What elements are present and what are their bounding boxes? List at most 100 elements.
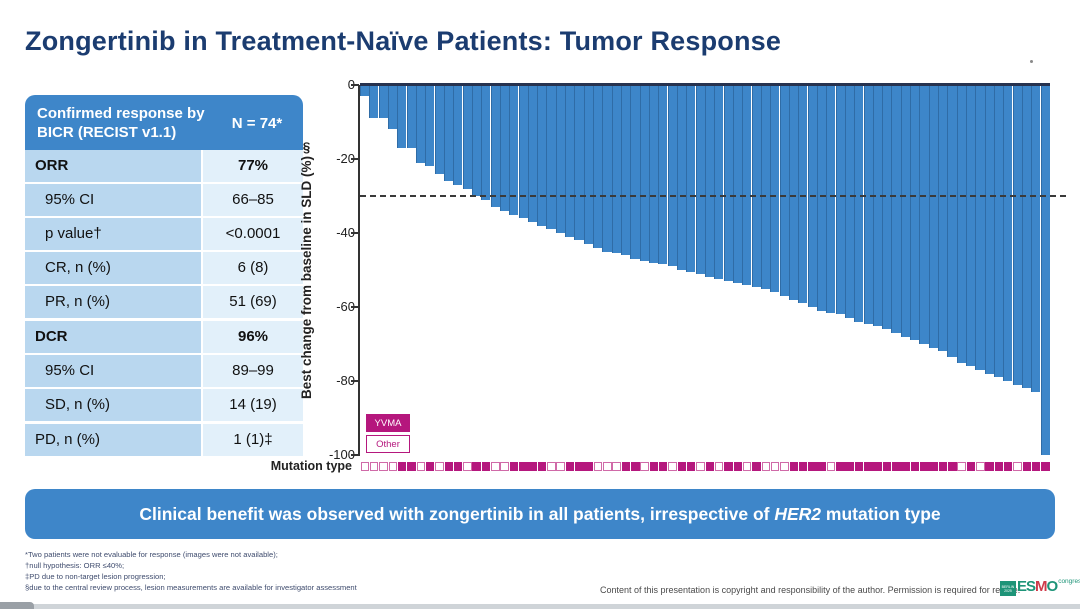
mutation-square-yvma [444,462,454,471]
table-row-label: PD, n (%) [25,424,201,456]
table-row-value: 14 (19) [201,389,303,421]
y-tick-label: -20 [336,151,355,166]
waterfall-bar [984,85,994,374]
waterfall-bar [602,85,612,252]
esmo-letters-es: ES [1017,578,1036,595]
waterfall-bar [462,85,472,189]
y-tick-mark [351,306,359,308]
waterfall-bar [611,85,621,254]
chart-legend: YVMA Other [366,411,410,453]
mutation-square-other [696,462,705,471]
table-row-value: 89–99 [201,355,303,387]
waterfall-bar [863,85,873,324]
y-axis-label-wrap: Best change from baseline in SLD (%)§ [296,85,316,455]
waterfall-bar [975,85,985,370]
waterfall-bar [760,85,771,289]
esmo-congress-logo: BERLIN 2025 ESMO congress [1000,578,1080,596]
mutation-square-other [957,462,966,471]
mutation-square-other [388,462,398,471]
table-row-value: <0.0001 [201,218,303,250]
table-row-value: 51 (69) [201,286,303,318]
waterfall-bar [732,85,743,283]
table-row-value: 77% [201,150,303,182]
waterfall-bar [649,85,659,263]
esmo-wordmark: ESMO [1017,578,1059,595]
waterfall-bar [415,85,426,163]
table-row-label: DCR [25,321,201,353]
mutation-square-yvma [621,462,631,471]
mutation-square-other [1013,462,1022,471]
footnotes: *Two patients were not evaluable for res… [25,549,357,593]
waterfall-bar [844,85,854,319]
esmo-badge: BERLIN 2025 [1000,581,1016,596]
mutation-square-yvma [649,462,659,471]
y-tick-label: -100 [328,447,355,462]
page-title: Zongertinib in Treatment-Naïve Patients:… [25,26,782,56]
mutation-square-yvma [472,462,481,471]
mutation-square-other [603,462,612,471]
mutation-type-label: Mutation type [270,459,352,473]
mutation-square-yvma [509,462,519,471]
waterfall-bar [938,85,948,352]
mutation-square-yvma [901,462,910,471]
mutation-square-yvma [966,462,976,471]
legend-other: Other [366,435,410,453]
waterfall-bar [406,85,416,148]
mutation-square-other [547,462,556,471]
mutation-square-other [742,462,752,471]
waterfall-bar [928,85,938,348]
waterfall-bar [751,85,761,287]
mutation-square-yvma [705,462,715,471]
waterfall-bar [387,85,398,130]
waterfall-bar [705,85,715,278]
footnote-line: *Two patients were not evaluable for res… [25,550,278,559]
conclusion-banner: Clinical benefit was observed with zonge… [25,489,1055,539]
waterfall-bar [677,85,687,270]
y-tick-mark [351,84,359,86]
table-row: ORR 77% [25,150,303,182]
table-header-label: Confirmed response by BICR (RECIST v1.1) [37,105,205,141]
waterfall-bar [537,85,547,226]
mutation-square-yvma [575,462,584,471]
mutation-square-yvma [677,462,687,471]
mutation-type-strip [360,461,1050,473]
esmo-letter-o: O [1046,578,1059,595]
y-tick-label: -40 [336,225,355,240]
footnote-line: ‡PD due to non-target lesion progression… [25,572,166,581]
y-axis-label: Best change from baseline in SLD (%)§ [298,140,314,400]
table-row: PR, n (%) 51 (69) [25,284,303,318]
table-row: DCR 96% [25,318,303,353]
y-tick-label: -60 [336,299,355,314]
waterfall-bar [509,85,519,215]
mutation-square-other [556,462,565,471]
footnote-line: §due to the central review process, lesi… [25,583,357,592]
table-row: PD, n (%) 1 (1)‡ [25,421,303,456]
mutation-square-yvma [920,462,929,471]
waterfall-bar [555,85,565,233]
waterfall-bar [583,85,593,245]
waterfall-bar [947,85,957,357]
table-row-value: 96% [201,321,303,353]
waterfall-bar [639,85,649,261]
banner-text: Clinical benefit was observed with zonge… [139,504,940,525]
mutation-square-yvma [565,462,575,471]
mutation-square-other [463,462,472,471]
response-table: Confirmed response by BICR (RECIST v1.1)… [25,95,303,456]
waterfall-bar [1031,85,1041,393]
mutation-square-other [668,462,677,471]
table-row-label: CR, n (%) [25,252,201,284]
waterfall-bar [882,85,892,330]
waterfall-bar [770,85,780,293]
reference-line-minus30 [360,195,1066,197]
table-row-label: PR, n (%) [25,286,201,318]
mutation-square-other [714,462,724,471]
waterfall-bar [854,85,864,322]
mutation-square-yvma [892,462,901,471]
waterfall-bar [1022,85,1032,389]
waterfall-bar [826,85,836,313]
waterfall-bar [1003,85,1013,381]
mutation-square-other [640,462,649,471]
bottom-nub [0,602,34,609]
banner-text-gene: HER2 [774,503,822,524]
